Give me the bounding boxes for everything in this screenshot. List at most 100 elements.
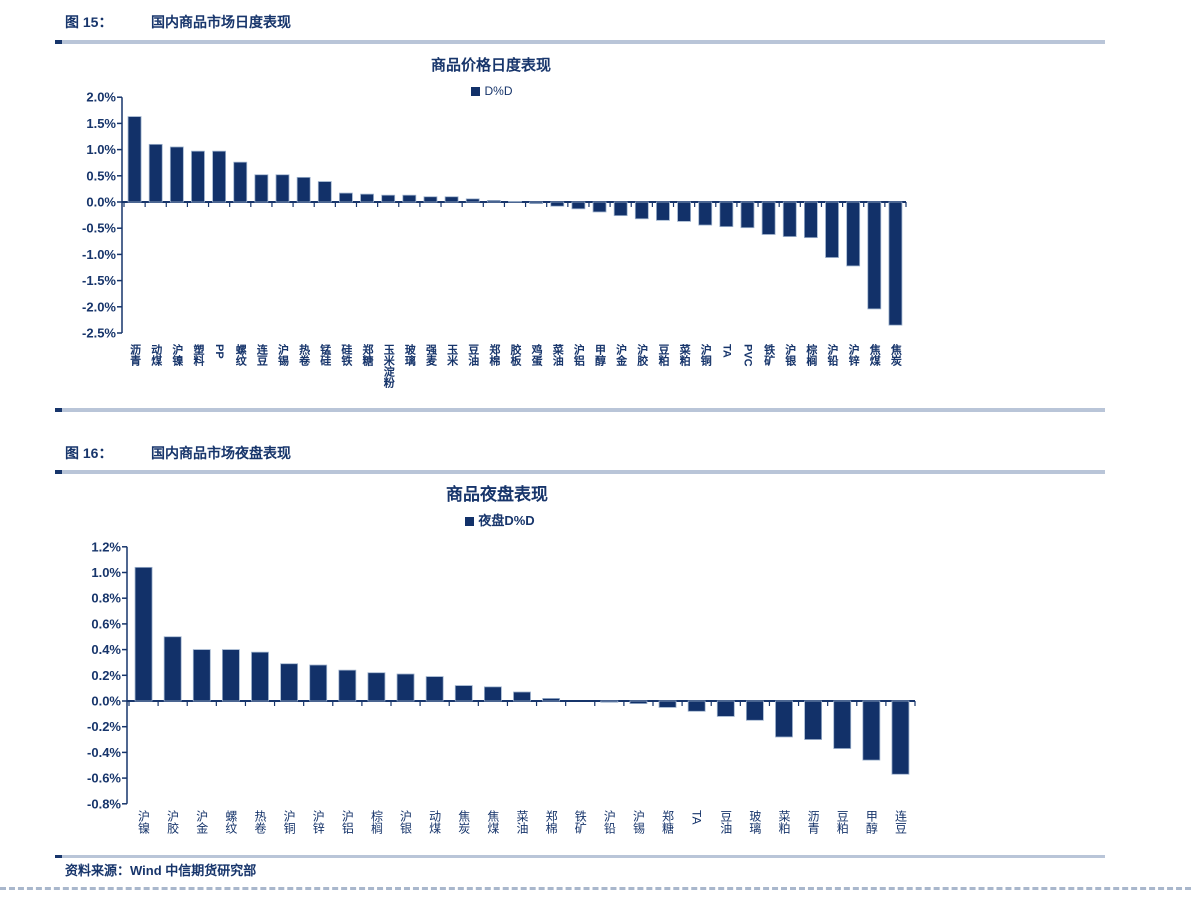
bar [508,201,522,203]
y-axis-tick-label: 0.0% [86,195,116,210]
bar [396,673,415,702]
bar [338,669,357,702]
x-axis-label: 沪锌 [311,810,326,834]
x-axis-label: 沪胶 [165,810,180,834]
bar [444,196,459,203]
y-axis-tick-label: -0.5% [82,221,116,236]
x-axis-label: 玉米淀粉 [382,344,395,388]
x-axis-label: 棕榈 [369,810,384,834]
bar [529,201,544,204]
y-axis-tick-label: 1.0% [91,565,121,580]
y-axis-tick-label: 0.4% [91,642,121,657]
bar [740,201,755,229]
x-axis-label: 胶板 [509,344,521,366]
x-axis-label: 甲醇 [864,810,879,834]
x-axis-label: 连豆 [255,344,268,366]
x-axis-label: 动煤 [427,810,442,834]
x-axis-label: 铁矿 [762,344,775,366]
x-axis-label: 沪锡 [631,810,646,834]
x-axis-label: 焦炭 [889,344,902,366]
bar [698,201,713,226]
page-bottom-divider [0,887,1191,890]
bar [339,192,353,203]
y-axis-tick-label: -2.5% [82,326,116,341]
x-axis-label: 豆油 [466,344,479,366]
y-axis-tick-label: -0.2% [87,719,121,734]
bar [309,664,328,702]
x-axis-label: 沪铅 [826,344,839,366]
x-axis-label: 菜粕 [777,810,791,834]
daily-chart-plot: 2.0% 1.5% 1.0% 0.5% 0.0% -0.5% -1.0% -1.5% -2.0%… [82,90,907,341]
figure15-tag: 图 15： [65,14,113,30]
y-axis-tick-label: 2.0% [86,90,116,105]
x-axis-label: 菜油 [515,810,529,834]
daily-chart-legend-label: D%D [484,84,513,98]
bar [465,198,480,203]
rule-cap [55,40,62,44]
x-axis-label: 沥青 [806,810,821,834]
x-axis-label: 焦煤 [868,344,881,366]
bar [212,150,227,203]
bar [423,196,438,203]
bar [846,201,861,267]
y-axis-tick-label: -2.0% [82,299,116,314]
night-chart-plot: 1.2% 1.0% 0.8% 0.6% 0.4% 0.2% 0.0% -0.2% -0.4% -0… [87,539,916,811]
bar [483,686,502,702]
x-axis-label: 沪镍 [136,810,151,834]
bar [634,201,649,220]
x-axis-label: 豆油 [718,810,733,834]
x-axis-label: 沥青 [128,344,141,366]
x-axis-label: 沪银 [783,344,796,366]
bar [221,649,240,702]
figure16-caption: 国内商品市场夜盘表现 [151,445,291,461]
bar [775,700,793,738]
x-axis-label: 玻璃 [747,810,762,834]
bar [454,685,473,702]
bar [486,200,501,203]
bar [163,636,182,702]
x-axis-label: 玻璃 [403,344,416,366]
x-axis-label: 焦炭 [456,810,471,834]
bar [613,201,628,217]
x-axis-label: 动煤 [149,344,162,366]
bar [513,691,531,702]
y-axis-tick-label: 0.8% [91,591,121,606]
y-axis-tick-label: -1.5% [82,273,116,288]
bar [658,700,677,708]
x-axis-label: 沪铝 [340,810,355,834]
bar [296,176,311,203]
bar [782,201,797,237]
y-axis-tick-label: -0.6% [87,771,121,786]
x-axis-label: 鸡蛋 [530,344,543,366]
x-axis-label: PVC [741,344,754,367]
figure15-caption: 国内商品市场日度表现 [151,14,291,30]
x-axis-label: PP [213,344,226,359]
bar [381,194,396,203]
bar [833,700,852,749]
x-axis-label: 沪锌 [847,344,860,366]
x-axis-label: 沪铜 [699,344,712,366]
bar [134,566,153,702]
bar [862,700,881,761]
y-axis-tick-label: 0.6% [91,616,121,631]
bar [687,700,706,712]
figure16-top-rule [55,470,1105,474]
bar [803,201,818,239]
x-axis-label: TA [689,810,704,825]
x-axis-label: 塑料 [191,344,204,366]
y-axis-tick-label: -0.4% [87,745,121,760]
x-axis-label: 焦煤 [485,810,500,834]
legend-swatch-icon [471,87,481,96]
x-axis-label: 热卷 [297,344,310,366]
bar [716,700,735,717]
bar [251,651,269,702]
y-axis-tick-label: 1.0% [86,142,116,157]
bar [280,663,299,702]
figure15-header: 图 15： 国内商品市场日度表现 [65,12,291,32]
bar [888,201,903,326]
bar [804,700,823,740]
bar [169,146,184,203]
bar [275,174,290,203]
